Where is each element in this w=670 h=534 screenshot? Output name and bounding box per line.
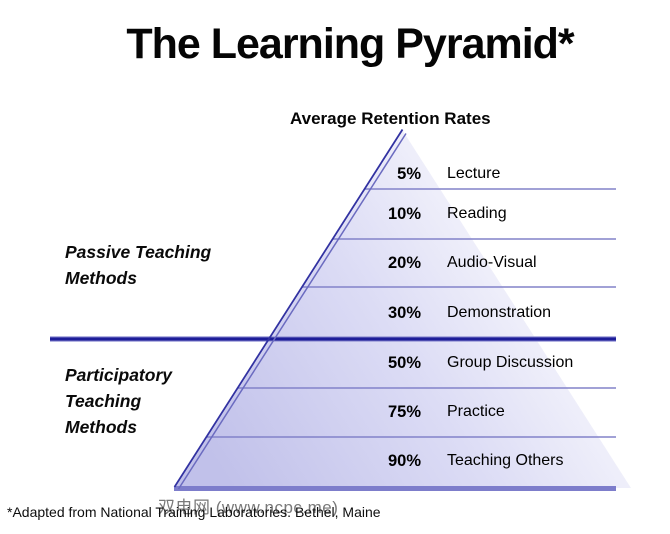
- level-percent: 75%: [387, 403, 421, 421]
- source-footnote: *Adapted from National Training Laborato…: [7, 504, 381, 520]
- passive-methods-line1: Passive Teaching: [65, 242, 212, 262]
- participatory-methods-label: Participatory Teaching Methods: [65, 362, 172, 440]
- level-percent: 10%: [387, 205, 421, 223]
- level-label: Reading: [447, 205, 507, 222]
- watermark: 双电网 (www.ncpc.me): [158, 498, 339, 517]
- level-percent: 30%: [387, 304, 421, 322]
- subtitle: Average Retention Rates: [290, 109, 491, 128]
- participatory-methods-line1: Participatory: [65, 365, 172, 385]
- level-percent: 90%: [387, 452, 421, 470]
- pyramid-left-edge-outer: [173, 129, 404, 488]
- participatory-methods-line2: Teaching: [65, 391, 142, 411]
- participatory-methods-line3: Methods: [65, 417, 137, 437]
- level-label: Demonstration: [447, 304, 552, 321]
- level-percent: 5%: [397, 165, 421, 183]
- pyramid-left-edge-inner: [177, 133, 407, 490]
- page-title: The Learning Pyramid*: [126, 20, 574, 68]
- level-label: Practice: [447, 403, 505, 420]
- level-label: Lecture: [447, 165, 501, 182]
- passive-methods-label: Passive Teaching Methods: [65, 239, 211, 291]
- passive-methods-line2: Methods: [65, 268, 137, 288]
- level-label: Group Discussion: [447, 354, 574, 371]
- level-percent: 20%: [387, 254, 421, 272]
- pyramid-triangle: [175, 131, 631, 488]
- level-label: Teaching Others: [447, 452, 564, 469]
- level-percent: 50%: [387, 354, 421, 372]
- level-label: Audio-Visual: [447, 254, 537, 271]
